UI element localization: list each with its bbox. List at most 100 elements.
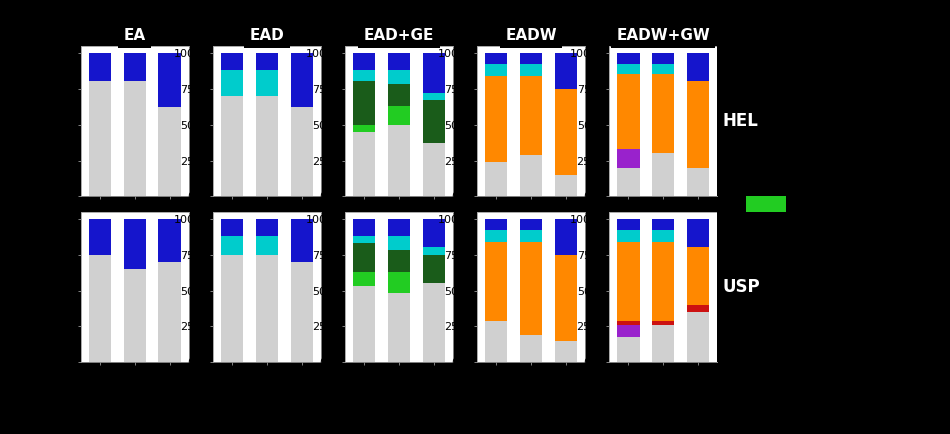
Bar (256, 255, 278, 362)
Bar (484, 76, 507, 162)
Bar (88, 255, 111, 362)
Bar (88, 82, 111, 197)
Bar (256, 219, 278, 236)
Bar (159, 262, 181, 362)
Bar (520, 64, 542, 76)
Bar (423, 219, 446, 247)
Text: DW: DW (801, 297, 823, 310)
Bar (388, 250, 410, 272)
Bar (256, 70, 278, 96)
Bar (652, 325, 674, 362)
Bar (652, 230, 674, 242)
Bar (555, 53, 578, 89)
Title: EAD: EAD (250, 28, 284, 43)
FancyBboxPatch shape (746, 224, 787, 247)
Bar (388, 70, 410, 84)
Bar (484, 242, 507, 321)
Text: AE: AE (801, 161, 817, 174)
FancyBboxPatch shape (746, 190, 787, 213)
Bar (159, 219, 181, 262)
Text: A: A (801, 92, 809, 105)
Bar (484, 321, 507, 362)
Bar (88, 219, 111, 255)
Bar (652, 321, 674, 325)
Text: W: W (801, 229, 813, 242)
Bar (291, 262, 314, 362)
Bar (555, 341, 578, 362)
Bar (617, 64, 639, 74)
Title: EA: EA (124, 28, 146, 43)
Bar (220, 255, 243, 362)
Text: D: D (801, 126, 810, 139)
Bar (555, 255, 578, 341)
Bar (423, 247, 446, 255)
Bar (520, 242, 542, 335)
Bar (352, 53, 375, 70)
Text: HEL: HEL (722, 112, 758, 130)
Title: EADW: EADW (505, 28, 557, 43)
Bar (520, 76, 542, 155)
Bar (388, 236, 410, 250)
Bar (388, 125, 410, 197)
Text: DE: DE (801, 195, 819, 208)
Bar (687, 82, 710, 168)
Bar (423, 93, 446, 100)
Bar (687, 247, 710, 305)
Bar (520, 53, 542, 64)
Bar (617, 74, 639, 149)
Bar (617, 53, 639, 64)
Bar (555, 89, 578, 175)
Bar (652, 242, 674, 321)
Bar (352, 236, 375, 243)
Bar (652, 64, 674, 74)
Bar (687, 305, 710, 312)
Bar (484, 64, 507, 76)
Bar (388, 293, 410, 362)
Bar (352, 82, 375, 125)
Bar (220, 70, 243, 96)
Bar (220, 96, 243, 197)
FancyBboxPatch shape (746, 293, 787, 315)
Bar (423, 53, 446, 93)
Bar (388, 219, 410, 236)
Bar (352, 272, 375, 286)
Bar (388, 106, 410, 125)
Bar (617, 336, 639, 362)
Bar (352, 132, 375, 197)
Bar (291, 53, 314, 107)
Bar (352, 243, 375, 272)
Bar (423, 255, 446, 283)
Bar (291, 219, 314, 262)
Bar (256, 96, 278, 197)
FancyBboxPatch shape (746, 156, 787, 178)
Bar (220, 236, 243, 255)
Bar (687, 168, 710, 197)
Bar (652, 219, 674, 230)
FancyBboxPatch shape (746, 87, 787, 110)
Bar (291, 107, 314, 197)
Bar (124, 53, 146, 82)
Bar (124, 82, 146, 197)
Bar (423, 143, 446, 197)
Bar (687, 312, 710, 362)
Bar (388, 272, 410, 293)
Bar (484, 53, 507, 64)
FancyBboxPatch shape (746, 258, 787, 281)
Bar (220, 219, 243, 236)
Bar (352, 70, 375, 82)
Text: Percentage of variance (%): Percentage of variance (%) (10, 114, 24, 303)
FancyBboxPatch shape (746, 327, 787, 349)
Bar (388, 53, 410, 70)
Bar (484, 162, 507, 197)
Bar (159, 53, 181, 107)
Bar (652, 74, 674, 153)
Text: AW: AW (801, 263, 822, 276)
Bar (220, 53, 243, 70)
Bar (352, 286, 375, 362)
Bar (687, 53, 710, 82)
Bar (88, 53, 111, 82)
Bar (159, 107, 181, 197)
Bar (617, 168, 639, 197)
Bar (617, 219, 639, 230)
Bar (423, 283, 446, 362)
